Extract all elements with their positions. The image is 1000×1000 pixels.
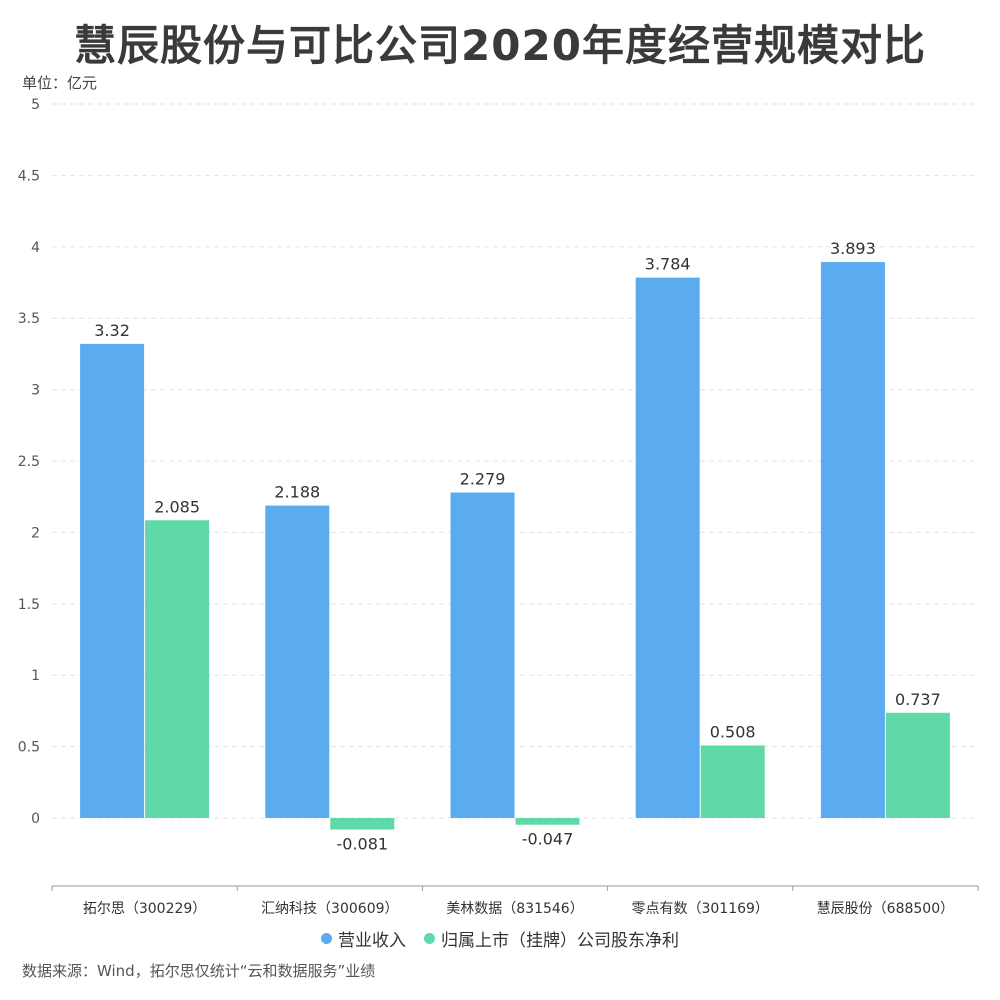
y-tick-label: 5 (31, 97, 40, 113)
data-label: -0.047 (522, 830, 574, 849)
data-label: 2.188 (274, 483, 320, 502)
bar-revenue (80, 343, 145, 818)
legend: 营业收入 归属上市（挂牌）公司股东净利 (0, 926, 1000, 951)
y-tick-label: 2.5 (18, 454, 40, 470)
unit-label: 单位：亿元 (22, 74, 98, 92)
y-tick-label: 4.5 (18, 168, 40, 184)
y-tick-label: 4 (31, 240, 40, 256)
legend-item-revenue[interactable]: 营业收入 (321, 926, 406, 951)
data-label: 0.508 (710, 722, 756, 741)
y-tick-label: 3 (31, 383, 40, 399)
y-tick-label: 0 (31, 811, 40, 827)
data-label: 2.085 (154, 497, 200, 516)
y-tick-label: 1.5 (18, 597, 40, 613)
y-tick-label: 2 (31, 525, 40, 541)
bar-profit (145, 520, 210, 818)
legend-marker-profit (424, 933, 435, 944)
data-label: 3.893 (830, 239, 876, 258)
bar-revenue (265, 505, 330, 818)
legend-marker-revenue (321, 933, 332, 944)
bar-profit (885, 712, 950, 818)
bar-profit (700, 745, 765, 818)
legend-item-profit[interactable]: 归属上市（挂牌）公司股东净利 (424, 926, 679, 951)
y-tick-label: 1 (31, 668, 40, 684)
x-tick-label: 美林数据（831546） (446, 901, 583, 917)
data-label: -0.081 (337, 835, 389, 854)
bar-revenue (635, 277, 700, 819)
bar-revenue (820, 262, 885, 818)
source-note: 数据来源：Wind，拓尔思仅统计“云和数据服务”业绩 (22, 962, 376, 980)
bar-profit (330, 818, 395, 830)
data-label: 3.784 (645, 255, 691, 274)
bar-profit (515, 818, 580, 825)
legend-label-revenue: 营业收入 (338, 931, 406, 951)
data-label: 3.32 (94, 321, 130, 340)
chart-title: 慧辰股份与可比公司2020年度经营规模对比 (74, 21, 926, 70)
y-tick-label: 0.5 (18, 740, 40, 756)
data-label: 0.737 (895, 690, 941, 709)
x-tick-label: 汇纳科技（300609） (261, 901, 398, 917)
bar-revenue (450, 492, 515, 818)
y-tick-label: 3.5 (18, 311, 40, 327)
x-tick-label: 慧辰股份（688500） (817, 901, 954, 917)
x-tick-label: 拓尔思（300229） (83, 901, 206, 917)
data-label: 2.279 (460, 470, 506, 489)
legend-label-profit: 归属上市（挂牌）公司股东净利 (441, 931, 679, 951)
x-tick-label: 零点有数（301169） (631, 901, 768, 917)
